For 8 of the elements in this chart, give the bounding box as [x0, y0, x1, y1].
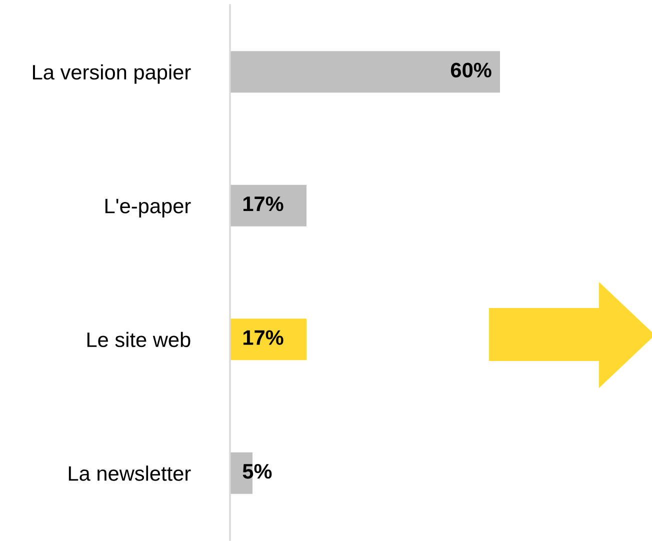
y-tick-label: La version papier	[33, 64, 191, 84]
data-label: 17%	[243, 330, 284, 345]
y-tick-label: La newsletter	[68, 466, 191, 481]
y-tick-label: Le site web	[87, 332, 190, 348]
y-tick-label: L'e-paper	[105, 198, 191, 218]
data-label: 17%	[243, 196, 284, 212]
data-label: 5%	[242, 464, 272, 479]
data-label: 60%	[450, 62, 492, 78]
